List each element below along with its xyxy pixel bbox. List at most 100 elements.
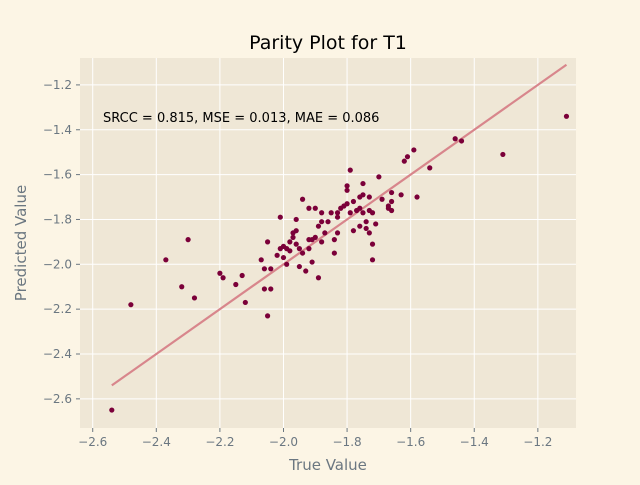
data-point bbox=[363, 225, 369, 232]
data-point bbox=[287, 239, 293, 245]
data-point bbox=[344, 187, 350, 193]
data-point bbox=[309, 259, 315, 265]
data-point bbox=[322, 230, 328, 236]
data-point bbox=[312, 234, 318, 240]
data-point bbox=[379, 196, 385, 202]
data-point bbox=[350, 228, 357, 234]
data-point bbox=[452, 136, 458, 142]
y-tick-label: −1.4 bbox=[43, 123, 72, 137]
data-point bbox=[233, 281, 239, 288]
data-point bbox=[398, 192, 404, 198]
data-point bbox=[303, 268, 309, 274]
data-point bbox=[331, 237, 337, 243]
data-point bbox=[347, 210, 353, 216]
data-point bbox=[344, 183, 350, 189]
chart-title: Parity Plot for T1 bbox=[249, 32, 407, 54]
data-point bbox=[328, 210, 334, 216]
y-tick-label: −1.8 bbox=[43, 212, 72, 226]
data-point bbox=[427, 165, 433, 171]
data-point bbox=[284, 261, 290, 267]
y-tick-label: −1.2 bbox=[43, 78, 72, 92]
data-point bbox=[293, 228, 299, 234]
data-point bbox=[290, 234, 296, 240]
y-tick-label: −2.2 bbox=[43, 302, 72, 316]
data-point bbox=[334, 214, 341, 220]
fit-line bbox=[111, 63, 568, 387]
data-point bbox=[334, 210, 341, 216]
data-point bbox=[319, 219, 325, 225]
data-point bbox=[360, 192, 366, 198]
data-point bbox=[414, 194, 420, 200]
data-point bbox=[242, 299, 248, 306]
data-point bbox=[369, 210, 376, 216]
data-point bbox=[315, 275, 322, 281]
data-point bbox=[388, 198, 395, 205]
x-tick-label: −2.6 bbox=[78, 435, 107, 449]
data-point bbox=[293, 241, 299, 247]
data-point bbox=[319, 210, 325, 216]
data-point bbox=[331, 250, 337, 256]
data-point bbox=[217, 270, 223, 276]
data-point bbox=[369, 257, 376, 263]
x-tick-label: −2.4 bbox=[142, 435, 171, 449]
data-point bbox=[264, 239, 271, 245]
data-point bbox=[366, 194, 372, 200]
data-point bbox=[179, 284, 185, 290]
data-point bbox=[325, 219, 331, 225]
data-point bbox=[404, 154, 411, 160]
data-point bbox=[458, 138, 465, 144]
data-point bbox=[347, 167, 353, 173]
data-point bbox=[293, 216, 299, 223]
data-point bbox=[360, 210, 366, 216]
x-tick-label: −1.6 bbox=[396, 435, 425, 449]
data-point bbox=[366, 230, 372, 236]
data-point bbox=[363, 219, 369, 225]
data-point bbox=[296, 263, 302, 270]
data-point bbox=[500, 151, 506, 158]
data-point bbox=[306, 246, 312, 252]
data-point bbox=[388, 207, 395, 214]
metrics-annotation: SRCC = 0.815, MSE = 0.013, MAE = 0.086 bbox=[103, 111, 379, 126]
data-point bbox=[287, 248, 293, 254]
plot-area bbox=[80, 58, 576, 428]
data-point bbox=[315, 223, 322, 229]
data-point bbox=[411, 147, 417, 153]
data-point bbox=[319, 239, 325, 245]
x-tick-label: −1.4 bbox=[460, 435, 489, 449]
data-point bbox=[185, 237, 191, 243]
data-point bbox=[401, 158, 407, 164]
data-point bbox=[373, 221, 379, 227]
y-axis-ticks: −2.6 −2.4 −2.2 −2.0 −1.8 −1.6 −1.4 −1.2 bbox=[43, 78, 80, 406]
data-point bbox=[220, 275, 226, 281]
data-point bbox=[334, 230, 341, 236]
x-tick-label: −2.0 bbox=[269, 435, 298, 449]
data-point bbox=[239, 272, 245, 279]
data-point bbox=[299, 250, 306, 256]
data-point bbox=[350, 198, 357, 205]
y-tick-label: −1.6 bbox=[43, 168, 72, 182]
data-point bbox=[388, 189, 395, 196]
x-tick-label: −1.8 bbox=[333, 435, 362, 449]
data-point bbox=[274, 252, 280, 258]
data-point bbox=[128, 302, 134, 308]
data-point bbox=[296, 246, 302, 252]
data-point bbox=[264, 313, 271, 319]
x-tick-label: −1.2 bbox=[523, 435, 552, 449]
data-point bbox=[163, 257, 169, 263]
data-point bbox=[357, 205, 363, 211]
y-tick-label: −2.0 bbox=[43, 257, 72, 271]
y-tick-label: −2.6 bbox=[43, 392, 72, 406]
scatter-points bbox=[109, 113, 570, 413]
x-tick-label: −2.2 bbox=[205, 435, 234, 449]
data-point bbox=[376, 174, 382, 180]
data-point bbox=[280, 254, 287, 261]
data-point bbox=[258, 257, 264, 263]
data-point bbox=[360, 180, 366, 187]
data-point bbox=[369, 241, 376, 247]
y-tick-label: −2.4 bbox=[43, 347, 72, 361]
data-point bbox=[261, 286, 268, 292]
data-point bbox=[563, 113, 570, 119]
fit-line-group bbox=[111, 63, 568, 387]
